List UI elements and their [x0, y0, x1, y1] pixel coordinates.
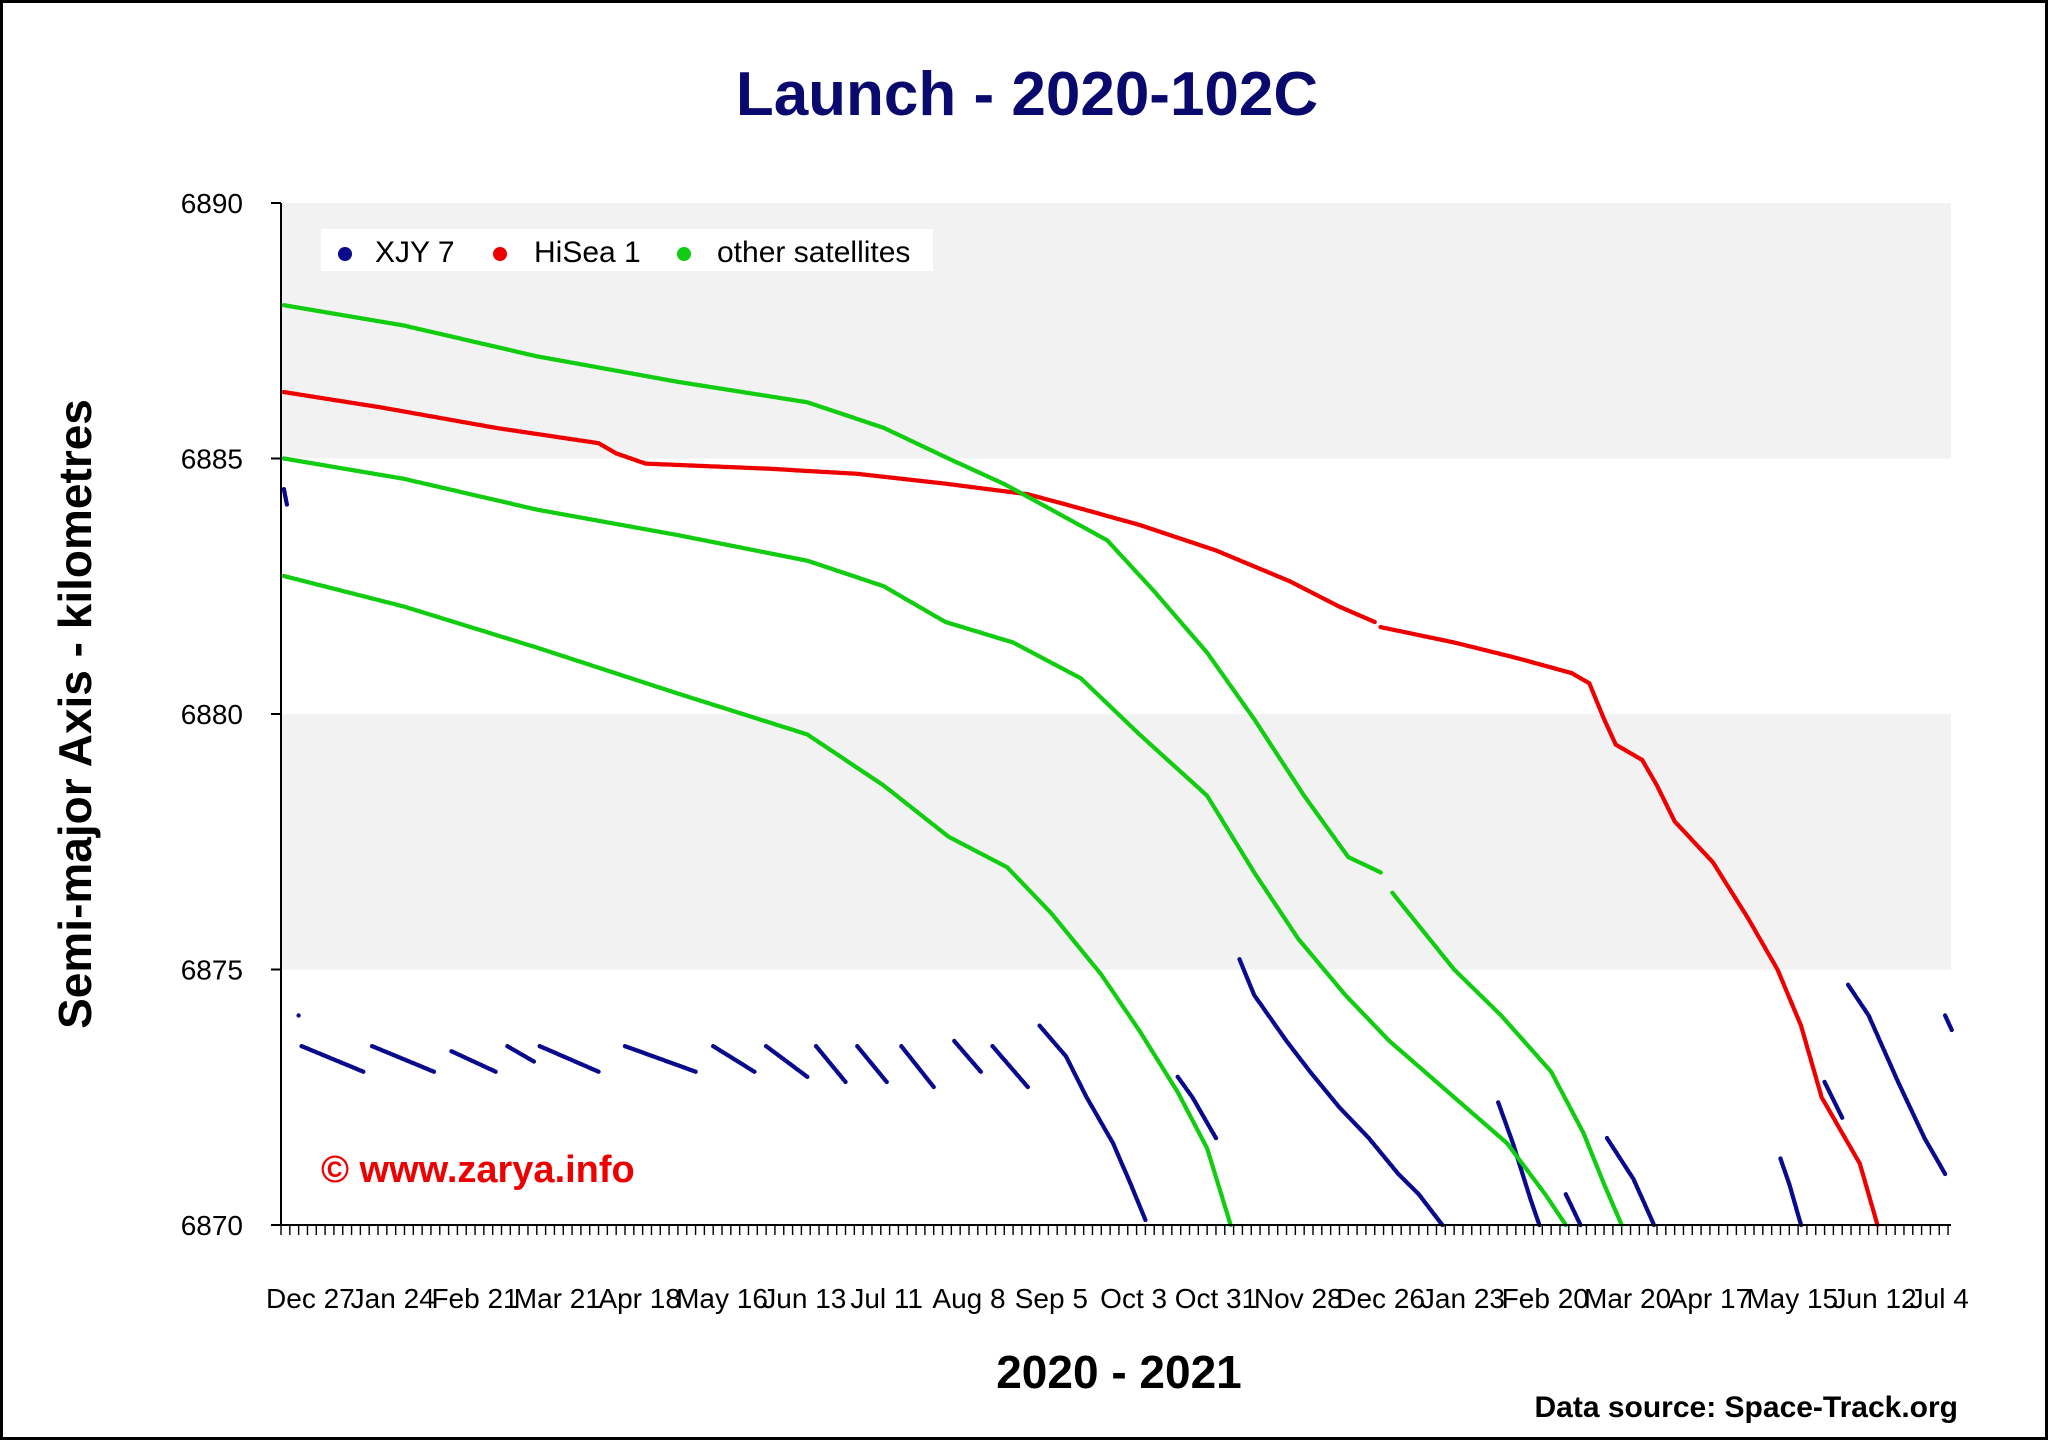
x-tick-label: Jan 23 [1421, 1283, 1505, 1314]
series-other-satellites [281, 303, 1624, 1228]
plot-band [281, 458, 1951, 714]
x-tick-label: Nov 28 [1254, 1283, 1343, 1314]
x-axis-label: 2020 - 2021 [996, 1346, 1242, 1398]
x-tick-label: Feb 21 [431, 1283, 518, 1314]
x-tick-label: Apr 18 [598, 1283, 681, 1314]
y-tick-label: 6885 [181, 444, 243, 475]
x-tick-label: Oct 31 [1175, 1283, 1257, 1314]
y-tick-label: 6870 [181, 1210, 243, 1241]
x-tick-label: Mar 20 [1584, 1283, 1671, 1314]
legend: XJY 7 HiSea 1 other satellites [321, 229, 933, 271]
legend-label-other: other satellites [717, 236, 910, 269]
series-track [990, 1044, 1030, 1090]
legend-label-xjy7: XJY 7 [375, 236, 455, 269]
series-track [711, 1044, 757, 1074]
watermark-text: © www.zarya.info [321, 1149, 635, 1191]
series-track [952, 1038, 983, 1074]
series-track [505, 1044, 537, 1064]
x-tick-label: May 15 [1746, 1283, 1838, 1314]
x-tick-label: Jul 4 [1910, 1283, 1969, 1314]
legend-label-hisea1: HiSea 1 [534, 236, 641, 269]
legend-box [321, 229, 933, 271]
y-tick-label: 6880 [181, 699, 243, 730]
series-track [1037, 1023, 1148, 1223]
legend-marker-other [677, 247, 691, 261]
y-tick-label: 6875 [181, 955, 243, 986]
series-track [449, 1049, 498, 1074]
plot-background-bands [281, 203, 1951, 1225]
plot-band [281, 969, 1951, 1225]
y-tick-label: 6890 [181, 188, 243, 219]
series-track [899, 1044, 936, 1090]
series-track [1604, 1135, 1657, 1228]
plot-band [281, 714, 1951, 970]
x-tick-label: Feb 20 [1502, 1283, 1589, 1314]
series-track [1175, 1074, 1219, 1141]
legend-marker-xjy7 [338, 247, 352, 261]
series-track [1563, 1192, 1583, 1228]
series-track [299, 1044, 366, 1074]
series-track [296, 1013, 301, 1018]
x-tick-label: May 16 [676, 1283, 768, 1314]
x-tick-label: Dec 27 [266, 1283, 355, 1314]
series-track [1822, 1079, 1845, 1120]
series-track [1496, 1100, 1542, 1228]
data-source-note: Data source: Space-Track.org [1534, 1391, 1958, 1424]
x-tick-label: Oct 3 [1100, 1283, 1167, 1314]
series-track [813, 1044, 848, 1085]
x-tick-marks [280, 1225, 1949, 1235]
x-tick-label: Jun 13 [762, 1283, 846, 1314]
series-track [369, 1044, 437, 1074]
x-tick-label: Aug 8 [932, 1283, 1005, 1314]
series-track [855, 1044, 889, 1085]
series-track [1237, 957, 1445, 1228]
series-track [281, 456, 1569, 1228]
x-tick-label: Jun 12 [1833, 1283, 1917, 1314]
x-axis-ticks [280, 1225, 1949, 1235]
x-tick-label: Mar 21 [514, 1283, 601, 1314]
series-track [763, 1044, 810, 1080]
series-track [1845, 982, 1948, 1177]
chart-title: Launch - 2020-102C [736, 60, 1318, 129]
series-track [1942, 1013, 1954, 1033]
series-track [537, 1044, 601, 1074]
x-tick-label: Sep 5 [1015, 1283, 1088, 1314]
series-layer [281, 303, 1954, 1228]
x-tick-label: Jul 11 [850, 1283, 923, 1314]
series-track [622, 1044, 698, 1074]
y-axis-label: Semi-major Axis - kilometres [49, 399, 101, 1029]
x-tick-label: Jan 24 [351, 1283, 435, 1314]
series-track [281, 487, 290, 507]
y-axis-ticks: 6870 6875 6880 6885 6890 [181, 188, 281, 1241]
x-tick-label: Dec 26 [1336, 1283, 1425, 1314]
legend-marker-hisea1 [493, 247, 507, 261]
series-track [1778, 1156, 1804, 1228]
x-tick-label: Apr 17 [1669, 1283, 1752, 1314]
series-xjy-7 [281, 487, 1954, 1228]
